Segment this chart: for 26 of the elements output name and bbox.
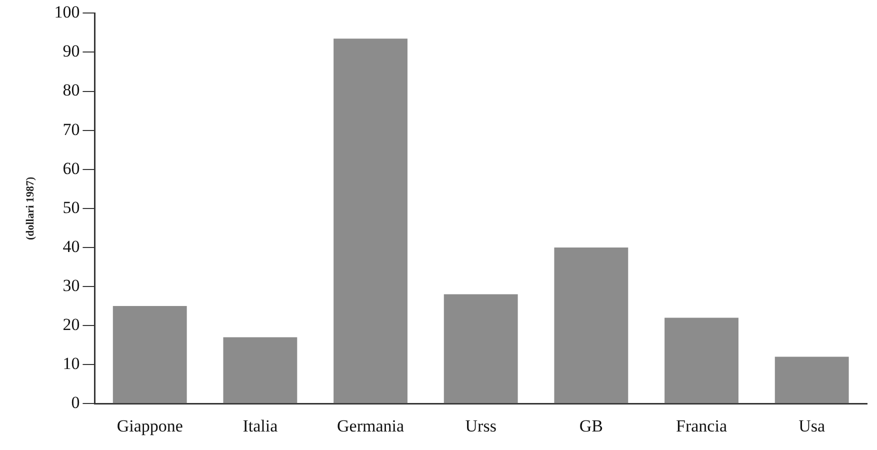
bar <box>112 306 187 404</box>
bar <box>774 356 849 404</box>
y-tick-label: 0 <box>71 393 80 412</box>
y-axis-title: (dollari 1987) <box>24 176 36 240</box>
y-tick-label: 30 <box>62 276 80 295</box>
x-tick-label: Giappone <box>116 416 183 436</box>
x-tick-label: Urss <box>465 416 496 436</box>
x-tick-label: GB <box>579 416 603 436</box>
bar <box>334 38 408 404</box>
bar <box>444 294 518 404</box>
x-tick-label: Usa <box>798 416 826 436</box>
y-tick-label: 40 <box>62 236 80 256</box>
bar <box>664 318 738 404</box>
y-tick-label: 70 <box>62 120 80 139</box>
y-tick-label: 10 <box>62 354 80 374</box>
bar <box>554 247 628 404</box>
x-tick-label: Germania <box>337 416 404 436</box>
x-tick-label: Italia <box>242 416 278 436</box>
y-tick-label: 80 <box>62 80 80 100</box>
bar <box>223 337 298 404</box>
y-tick-label: 100 <box>54 2 80 22</box>
y-tick-label: 90 <box>62 42 80 61</box>
y-tick-label: 50 <box>62 198 80 217</box>
x-tick-label: Francia <box>676 416 728 436</box>
y-tick-label: 20 <box>62 314 80 334</box>
y-tick-label: 60 <box>62 158 80 178</box>
